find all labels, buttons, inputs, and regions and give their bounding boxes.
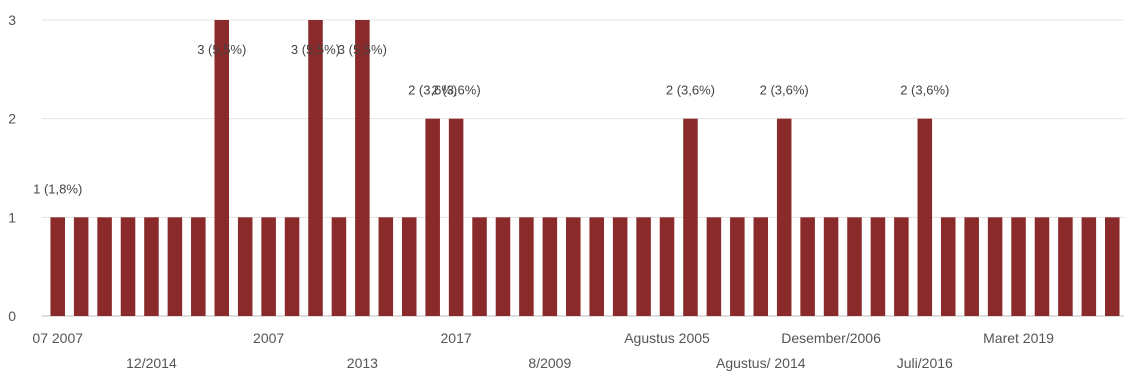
x-tick-label: 2017 — [441, 330, 472, 346]
bar — [237, 217, 253, 316]
bar — [940, 217, 956, 316]
bar — [823, 217, 839, 316]
bar — [800, 217, 815, 316]
x-tick-label: 12/2014 — [126, 355, 177, 371]
data-label: 2 (3,6%) — [666, 83, 715, 98]
bar — [1105, 217, 1120, 316]
data-label: 2 (3,6%) — [432, 83, 481, 98]
bar — [659, 217, 675, 316]
bar — [50, 217, 65, 316]
bar — [612, 217, 628, 316]
x-tick-label: Maret 2019 — [983, 330, 1054, 346]
bar — [120, 217, 136, 316]
x-tick-label: 07 2007 — [32, 330, 83, 346]
bar — [847, 217, 862, 316]
bar — [144, 217, 159, 316]
bar — [1081, 217, 1097, 316]
bar — [566, 217, 581, 316]
bar — [284, 217, 300, 316]
x-tick-label: 2007 — [253, 330, 284, 346]
x-tick-label: Agustus 2005 — [624, 330, 710, 346]
bar — [331, 217, 347, 316]
bar — [495, 217, 511, 316]
bar — [730, 217, 745, 316]
bar — [97, 217, 112, 316]
bar — [683, 118, 698, 317]
data-label: 3 (5,5%) — [338, 42, 387, 57]
x-tick-label: Agustus/ 2014 — [716, 355, 806, 371]
data-label: 3 (5,5%) — [197, 42, 246, 57]
bar — [472, 217, 487, 316]
bar — [1058, 217, 1073, 316]
bar — [355, 20, 370, 316]
y-tick-label: 3 — [8, 12, 16, 28]
bar — [870, 217, 886, 316]
bar — [917, 118, 933, 317]
bar — [753, 217, 769, 316]
bar — [776, 118, 792, 317]
bar — [1011, 217, 1026, 316]
y-tick-label: 0 — [8, 308, 16, 324]
bar — [1034, 217, 1050, 316]
bar — [167, 217, 183, 316]
x-axis-ticks: 07 2007 12/2014 2007 2013 2017 8/2009 Agustus … — [32, 330, 1054, 371]
y-tick-label: 2 — [8, 111, 16, 127]
bar — [519, 217, 534, 316]
y-axis-ticks: 0 1 2 3 — [8, 12, 16, 324]
x-tick-label: 8/2009 — [528, 355, 571, 371]
bar — [542, 217, 558, 316]
bar — [425, 118, 440, 317]
y-tick-label: 1 — [8, 209, 16, 225]
bar — [706, 217, 722, 316]
bar — [191, 217, 206, 316]
bar — [894, 217, 909, 316]
data-label: 1 (1,8%) — [33, 181, 82, 196]
data-label: 3 (5,5%) — [291, 42, 340, 57]
bar — [589, 217, 604, 316]
bar — [448, 118, 464, 317]
bar — [964, 217, 979, 316]
bar — [73, 217, 89, 316]
data-labels: 1 (1,8%)3 (5,5%) 3 (5,5%)3 (5,5%)2 (3,6%)… — [33, 42, 949, 196]
bar — [378, 217, 394, 316]
bar — [636, 217, 651, 316]
data-label: 2 (3,6%) — [900, 83, 949, 98]
x-tick-label: Desember/2006 — [781, 330, 881, 346]
bar — [987, 217, 1003, 316]
bar — [214, 20, 230, 316]
bar — [261, 217, 276, 316]
bars — [50, 20, 1120, 317]
data-label: 2 (3,6%) — [760, 83, 809, 98]
x-tick-label: 2013 — [347, 355, 378, 371]
x-tick-label: Juli/2016 — [897, 355, 953, 371]
bar — [401, 217, 417, 316]
data-label: 2 (3,6%) — [408, 83, 457, 98]
bar — [308, 20, 323, 316]
